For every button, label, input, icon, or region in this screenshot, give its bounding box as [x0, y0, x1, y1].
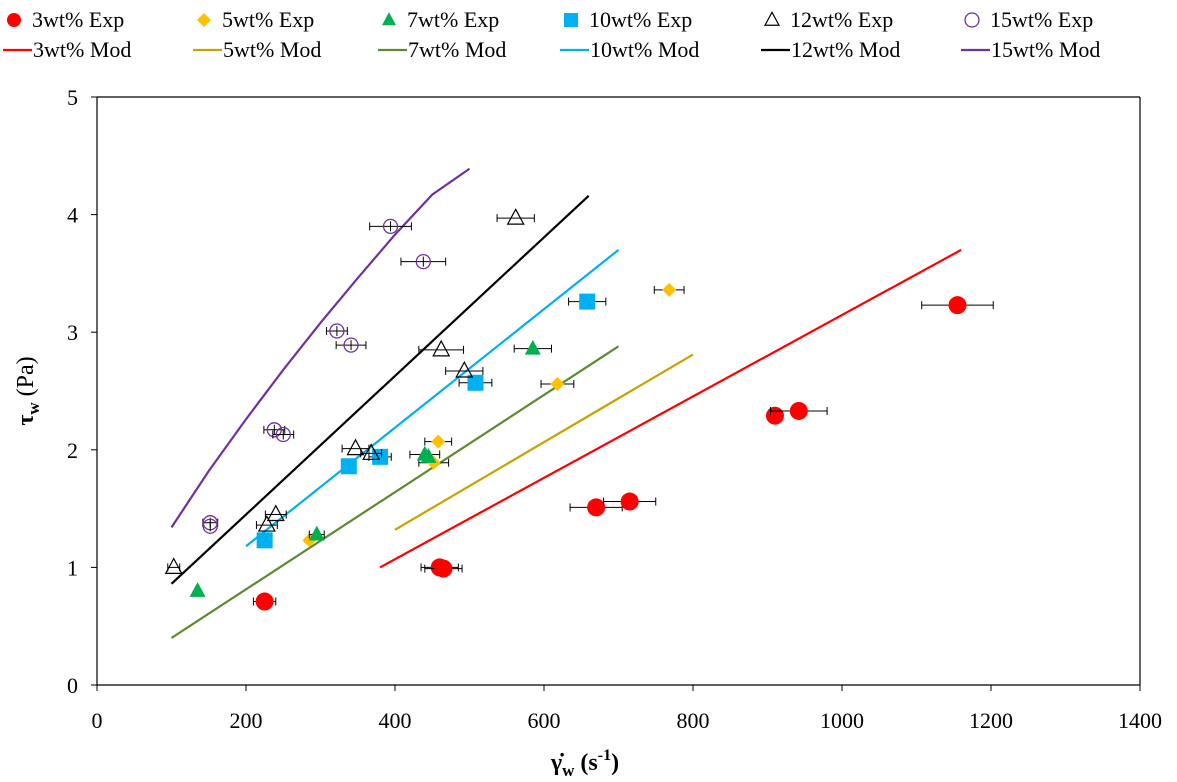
data-point [432, 339, 451, 357]
x-axis-subscript: w [562, 761, 575, 780]
legend-label: 12wt% Mod [791, 37, 900, 62]
legend-label: 3wt% Mod [33, 37, 131, 62]
data-point [579, 293, 596, 310]
y-axis-unit: (Pa) [13, 356, 39, 402]
model-lines [170, 167, 962, 639]
legend-marker [382, 12, 396, 26]
data-point [948, 296, 967, 315]
data-point [340, 458, 357, 475]
data-point [346, 438, 365, 456]
legend-label: 7wt% Mod [408, 37, 506, 62]
model-line [379, 248, 962, 569]
data-point [189, 582, 206, 597]
y-axis-subscript: w [24, 402, 43, 415]
data-point [620, 492, 639, 511]
model-line [170, 345, 620, 639]
legend-label: 15wt% Mod [991, 37, 1100, 62]
y-axis-symbol: τ [13, 415, 39, 426]
data-point [434, 559, 453, 578]
y-tick-label: 1 [67, 555, 78, 580]
x-axis-unit-end: ) [611, 750, 619, 776]
x-axis-title: γ̇w (s-1) [550, 747, 619, 780]
x-tick-label: 0 [92, 708, 103, 733]
model-line [394, 353, 694, 531]
data-point [343, 337, 359, 353]
data-point [275, 426, 291, 443]
data-point [789, 401, 808, 420]
data-point [382, 218, 399, 235]
legend-label: 5wt% Exp [222, 7, 314, 32]
model-line [170, 167, 471, 529]
ticks: 0 200 400 600 800 1000 1200 1400 0 1 2 3 4 5 [67, 85, 1162, 733]
data-point [455, 360, 474, 378]
x-tick-label: 800 [677, 708, 710, 733]
data-point [662, 282, 677, 297]
legend-marker [564, 13, 578, 27]
data-point [550, 376, 565, 391]
data-point [415, 253, 431, 270]
data-point [266, 422, 282, 438]
data-point [420, 448, 437, 463]
legend-marker [7, 13, 21, 27]
x-tick-label: 1200 [969, 708, 1013, 733]
x-tick-label: 1000 [820, 708, 864, 733]
model-line [245, 249, 620, 548]
model-line [170, 194, 590, 585]
legend: 3wt% Exp 5wt% Exp 7wt% Exp 10wt% Exp 12wt% E… [3, 7, 1100, 62]
legend-label: 5wt% Mod [223, 37, 321, 62]
y-axis-title: τw (Pa) [13, 356, 43, 425]
y-tick-label: 5 [67, 85, 78, 110]
data-point [255, 592, 274, 611]
legend-label: 3wt% Exp [32, 7, 124, 32]
data-point [308, 525, 325, 541]
data-point [202, 518, 218, 534]
x-axis-unit: (s [574, 750, 597, 776]
y-tick-label: 2 [67, 438, 78, 463]
data-point [765, 406, 784, 425]
data-point [587, 498, 606, 517]
legend-label: 7wt% Exp [407, 7, 499, 32]
axes [96, 96, 1141, 686]
data-point [431, 434, 446, 449]
x-tick-label: 200 [230, 708, 263, 733]
legend-label: 10wt% Exp [589, 7, 692, 32]
legend-label: 15wt% Exp [990, 7, 1093, 32]
legend-marker [964, 12, 980, 28]
data-point [257, 515, 276, 532]
x-tick-label: 400 [379, 708, 412, 733]
data-point [266, 504, 285, 522]
y-tick-label: 0 [67, 673, 78, 698]
legend-label: 10wt% Mod [590, 37, 699, 62]
x-tick-label: 600 [528, 708, 561, 733]
legend-marker [197, 13, 211, 27]
data-points [164, 208, 994, 611]
data-point [164, 557, 183, 575]
x-axis-symbol: γ̇ [550, 750, 564, 776]
data-point [506, 208, 525, 225]
legend-label: 12wt% Exp [790, 7, 893, 32]
data-point [329, 323, 345, 339]
data-point [467, 374, 484, 391]
data-point [256, 532, 273, 549]
x-tick-label: 1400 [1118, 708, 1162, 733]
x-axis-unit-superscript: -1 [598, 747, 611, 764]
data-point [362, 443, 381, 460]
data-point [524, 339, 541, 355]
y-tick-label: 4 [67, 203, 78, 228]
y-tick-label: 3 [67, 320, 78, 345]
legend-marker [763, 11, 781, 26]
